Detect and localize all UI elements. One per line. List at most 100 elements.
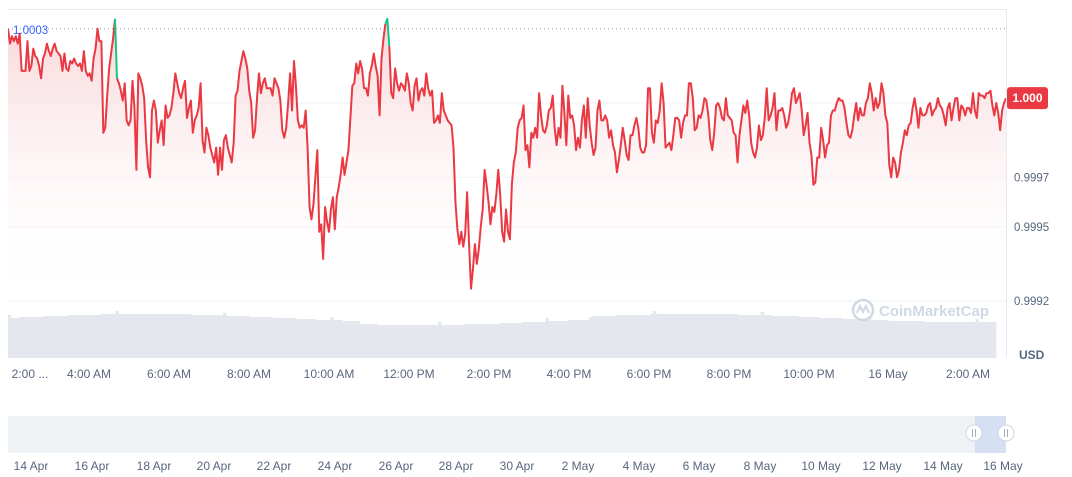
volume-bar [310,319,314,358]
volume-bar [903,321,907,358]
volume-bar [940,322,945,358]
volume-bar [964,322,968,358]
x-tick-label: 6:00 PM [627,367,672,381]
volume-bar [176,314,180,358]
volume-bar [917,321,921,358]
volume-bar [135,314,140,358]
volume-bar [249,317,253,358]
volume-bar [266,317,270,358]
volume-bar [464,324,468,358]
volume-bar [237,316,241,358]
volume-bar [975,319,979,358]
volume-bar [760,312,764,358]
volume-bar [147,314,151,358]
volume-bar [609,316,613,358]
volume-bar [522,322,526,358]
volume-bar [223,313,227,358]
volume-bar [80,315,84,358]
volume-bar [263,317,268,358]
volume-bar [318,320,323,358]
volume-bar [844,319,849,358]
volume-bar [656,314,660,358]
volume-bar [449,325,453,358]
volume-bar [156,314,160,358]
volume-bar [696,314,700,358]
volume-bar [934,322,939,358]
volume-bar [499,323,503,358]
volume-bar [865,320,869,358]
navigator-left-handle[interactable] [965,424,983,442]
volume-bar [714,314,718,358]
volume-bar [766,315,770,358]
volume-bar [612,316,616,358]
volume-bar [417,325,422,358]
price-line-segment [8,18,116,134]
price-area-fill [8,18,1006,307]
x-tick-label: 2:00 ... [12,367,49,381]
volume-bar [801,317,805,358]
volume-bar [196,315,201,358]
volume-bar [507,323,512,358]
volume-bar [487,324,491,358]
volume-bar [138,314,143,358]
volume-bar [740,315,744,358]
volume-bar [103,314,108,358]
volume-bar [876,320,881,358]
volume-bar [365,324,369,358]
volume-bar [371,324,375,358]
volume-bar [255,317,259,358]
volume-bar [923,322,927,358]
volume-bar [275,318,279,358]
navigator-tick-label: 16 May [983,459,1022,473]
volume-bar [493,324,497,358]
volume-bar [804,317,808,358]
x-tick-label: 2:00 PM [467,367,512,381]
volume-bar [179,314,183,358]
volume-bar [690,314,695,358]
volume-bar [812,317,817,358]
navigator-tick-label: 26 Apr [379,459,414,473]
navigator-ticks: 14 Apr 16 Apr 18 Apr 20 Apr 22 Apr 24 Apr 26 A… [14,459,1023,473]
volume-bar [978,322,982,358]
volume-bar [871,320,875,358]
volume-bar [673,314,677,358]
volume-bar [51,316,55,358]
volume-bar [359,324,363,358]
volume-bar [458,325,462,358]
volume-bar [362,324,366,358]
volume-bar [650,314,654,358]
volume-bar [746,315,750,358]
volume-bar [737,315,741,358]
volume-bar [841,319,846,358]
volume-bar [208,315,212,358]
volume-bar [8,315,12,358]
volume-bar [31,317,35,358]
navigator-tick-label: 16 Apr [75,459,110,473]
volume-bar [481,324,485,358]
volume-bar [353,321,358,358]
volume-bar [66,316,70,358]
volume-bar [443,325,448,358]
volume-bar [525,322,529,358]
price-line [8,17,1006,290]
volume-bar [943,322,947,358]
volume-bar [307,319,311,358]
range-navigator[interactable]: 14 Apr 16 Apr 18 Apr 20 Apr 22 Apr 24 Apr 26 A… [8,416,1023,473]
y-tick-label: 0.9992 [1014,296,1049,308]
navigator-tick-label: 4 May [623,459,656,473]
volume-bar [185,314,189,358]
volume-bar [833,318,837,358]
volume-bar [345,321,349,358]
volume-bar [42,316,47,358]
volume-bar [295,319,299,358]
volume-bar [685,314,689,358]
volume-bar [330,317,334,358]
volume-bar [859,319,863,358]
volume-bar [722,314,727,358]
volume-bar [908,321,913,358]
volume-bar [513,323,517,358]
volume-bar [313,319,317,358]
navigator-right-handle[interactable] [997,424,1015,442]
volume-bar [557,321,561,358]
